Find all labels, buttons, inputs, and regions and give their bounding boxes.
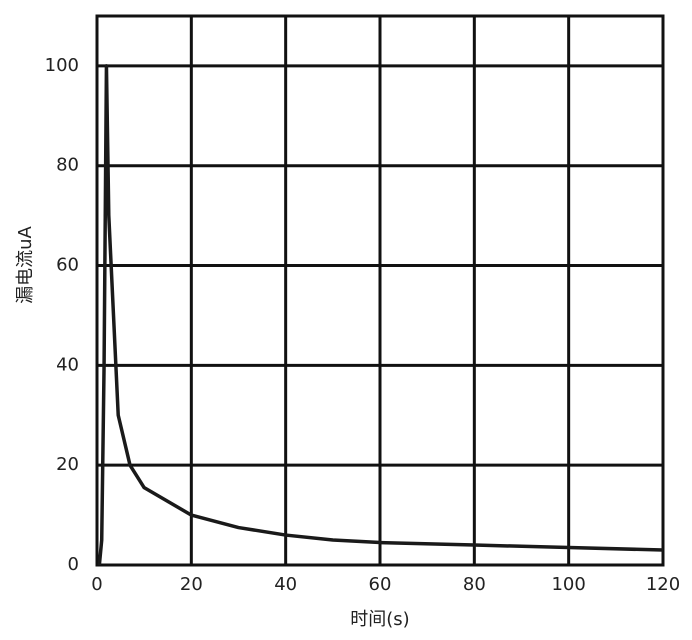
x-tick-label: 0 xyxy=(91,574,102,595)
y-tick-label: 20 xyxy=(56,454,79,475)
y-tick-label: 100 xyxy=(45,55,79,76)
x-tick-label: 20 xyxy=(180,574,203,595)
x-axis-label: 时间(s) xyxy=(350,609,409,630)
x-tick-label: 80 xyxy=(463,574,486,595)
x-tick-label: 100 xyxy=(551,574,585,595)
x-tick-label: 60 xyxy=(369,574,392,595)
x-tick-label: 120 xyxy=(646,574,680,595)
y-tick-label: 60 xyxy=(56,255,79,276)
y-axis-label: 漏电流uA xyxy=(15,225,36,303)
data-line xyxy=(97,64,664,566)
y-tick-label: 80 xyxy=(56,155,79,176)
y-tick-label: 0 xyxy=(68,554,79,575)
x-tick-label: 40 xyxy=(274,574,297,595)
y-tick-label: 40 xyxy=(56,354,79,375)
